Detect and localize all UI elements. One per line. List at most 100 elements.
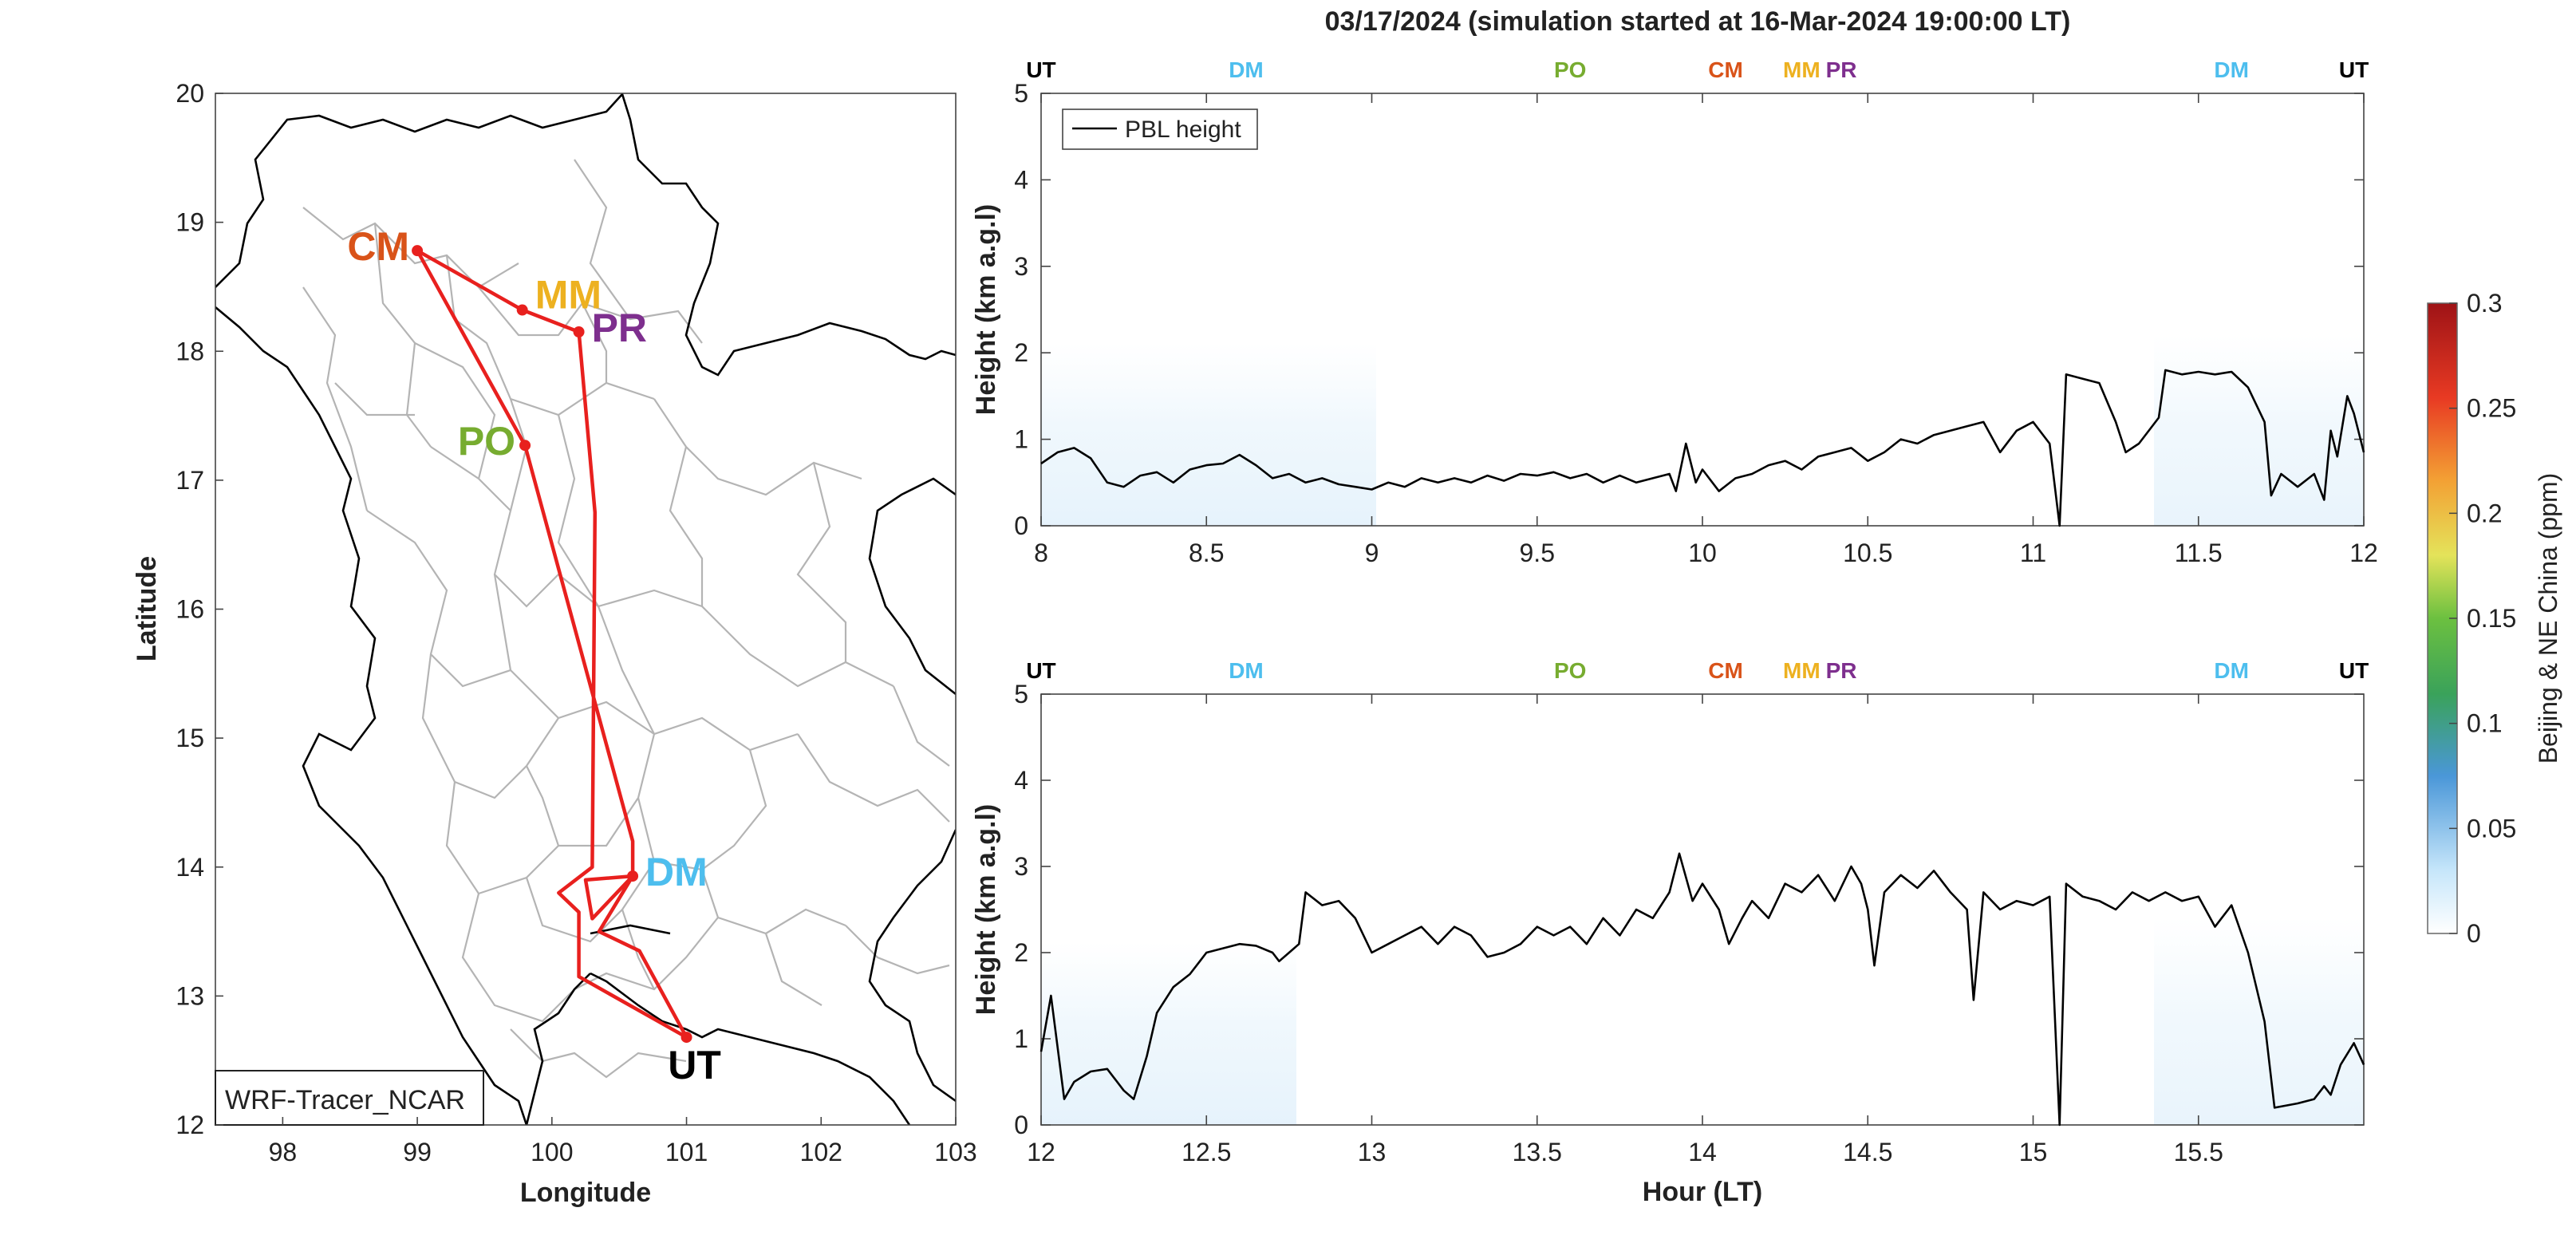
site-pass-label-pr: PR [1826, 658, 1857, 683]
map-y-axis-label: Latitude [132, 556, 162, 661]
x-tick-label: 9.5 [1520, 539, 1555, 567]
tracer-shading [2154, 918, 2364, 1125]
site-pass-label-ut: UT [1026, 658, 1055, 683]
site-pass-label-cm: CM [1708, 57, 1743, 82]
x-tick-label: 12 [2349, 539, 2378, 567]
x-tick-label: 10 [1688, 539, 1717, 567]
tracer-shading [2154, 335, 2364, 526]
y-tick-label: 4 [1014, 766, 1028, 795]
x-tick-label: 8 [1034, 539, 1048, 567]
pbl-bottom-x-ticks: 12 12.5 13 13.5 14 14.5 15 15.5 [1027, 694, 2223, 1166]
site-pass-label-dm: DM [2214, 57, 2249, 82]
colorbar-tick-label: 0.05 [2467, 814, 2516, 843]
tracer-shading [1041, 941, 1296, 1125]
site-pass-label-mm: MM [1783, 57, 1821, 82]
map-y-tick-label: 13 [176, 981, 204, 1010]
site-marker-po [519, 440, 531, 452]
pbl-top-y-axis-label: Height (km a.g.l) [971, 204, 1001, 415]
map-x-tick-label: 100 [531, 1138, 573, 1166]
x-tick-label: 8.5 [1189, 539, 1224, 567]
map-x-axis-label: Longitude [520, 1178, 651, 1208]
site-pass-label-mm: MM [1783, 658, 1821, 683]
map-y-tick-label: 18 [176, 337, 204, 365]
site-marker-mm [516, 304, 528, 316]
site-label-po: PO [458, 419, 515, 464]
x-tick-label: 13.5 [1513, 1138, 1562, 1166]
colorbar-tick-label: 0.3 [2467, 289, 2502, 318]
site-pass-label-po: PO [1554, 57, 1586, 82]
x-tick-label: 9 [1365, 539, 1379, 567]
map-y-tick-label: 14 [176, 853, 204, 882]
y-tick-label: 2 [1014, 938, 1028, 967]
y-tick-label: 5 [1014, 680, 1028, 708]
site-pass-label-dm: DM [1229, 658, 1264, 683]
x-tick-label: 12.5 [1181, 1138, 1231, 1166]
pbl-legend-label: PBL height [1125, 116, 1241, 143]
model-label-box [215, 1070, 484, 1126]
map-y-tick-label: 17 [176, 466, 204, 495]
site-marker-cm [412, 245, 424, 257]
map-geography [215, 93, 956, 1125]
site-label-ut: UT [668, 1043, 721, 1087]
pbl-bottom-site-markers: UT DM PO CM MM PR DM UT [1026, 658, 2369, 683]
x-tick-label: 15.5 [2174, 1138, 2223, 1166]
x-tick-label: 11 [2020, 539, 2046, 567]
colorbar-ticks: 0 0.05 0.1 0.15 0.2 0.25 0.3 [2449, 289, 2516, 948]
colorbar: 0 0.05 0.1 0.15 0.2 0.25 0.3 Beijing & NE Chin… [2427, 289, 2562, 948]
pbl-top-x-ticks: 8 8.5 9 9.5 10 10.5 11 11.5 12 [1034, 93, 2378, 567]
colorbar-tick-label: 0.1 [2467, 709, 2502, 738]
country-borders [215, 93, 956, 1125]
colorbar-tick-label: 0.25 [2467, 394, 2516, 423]
y-tick-label: 0 [1014, 511, 1028, 540]
site-label-dm: DM [645, 850, 708, 894]
y-tick-label: 3 [1014, 252, 1028, 281]
y-tick-label: 1 [1014, 425, 1028, 454]
map-y-tick-label: 12 [176, 1111, 204, 1139]
x-tick-label: 11.5 [2175, 539, 2223, 567]
pbl-top-site-markers: UT DM PO CM MM PR DM UT [1026, 57, 2369, 82]
y-tick-label: 4 [1014, 165, 1028, 194]
x-tick-label: 15 [2019, 1138, 2048, 1166]
map-y-ticks: 12 13 14 15 16 17 18 19 20 [176, 79, 223, 1139]
y-tick-label: 2 [1014, 338, 1028, 367]
flight-route-line [415, 248, 688, 1040]
x-tick-label: 10.5 [1843, 539, 1892, 567]
site-pass-label-ut: UT [1026, 57, 1055, 82]
colorbar-label: Beijing & NE China (ppm) [2534, 473, 2562, 764]
pbl-bottom-x-axis-label: Hour (LT) [1643, 1177, 1762, 1207]
map-y-tick-label: 15 [176, 724, 204, 752]
site-pass-label-dm: DM [1229, 57, 1264, 82]
pbl-height-line [1039, 852, 2365, 1127]
y-tick-label: 1 [1014, 1024, 1028, 1053]
colorbar-tick-label: 0.15 [2467, 604, 2516, 633]
site-pass-label-ut: UT [2339, 57, 2369, 82]
site-pass-label-dm: DM [2214, 658, 2249, 683]
site-pass-label-cm: CM [1708, 658, 1743, 683]
map-x-tick-label: 99 [403, 1138, 432, 1166]
colorbar-tick-label: 0 [2467, 919, 2481, 948]
map-x-tick-label: 103 [934, 1138, 976, 1166]
site-marker-pr [573, 326, 585, 338]
y-tick-label: 0 [1014, 1111, 1028, 1139]
map-x-tick-label: 102 [800, 1138, 842, 1166]
colorbar-tick-label: 0.2 [2467, 499, 2502, 527]
province-boundaries [302, 159, 950, 1079]
pbl-height-line [1040, 369, 2365, 527]
model-label-text: WRF-Tracer_NCAR [225, 1085, 465, 1115]
x-tick-label: 14.5 [1843, 1138, 1892, 1166]
x-tick-label: 12 [1027, 1138, 1055, 1166]
map-y-tick-label: 19 [176, 208, 204, 237]
site-marker-ut [680, 1032, 692, 1044]
map-background [215, 93, 956, 1125]
map-y-tick-label: 16 [176, 595, 204, 624]
map-x-tick-label: 98 [269, 1138, 298, 1166]
y-tick-label: 3 [1014, 852, 1028, 881]
tracer-shading [1041, 343, 1376, 526]
x-tick-label: 14 [1688, 1138, 1717, 1166]
site-label-pr: PR [592, 306, 647, 350]
